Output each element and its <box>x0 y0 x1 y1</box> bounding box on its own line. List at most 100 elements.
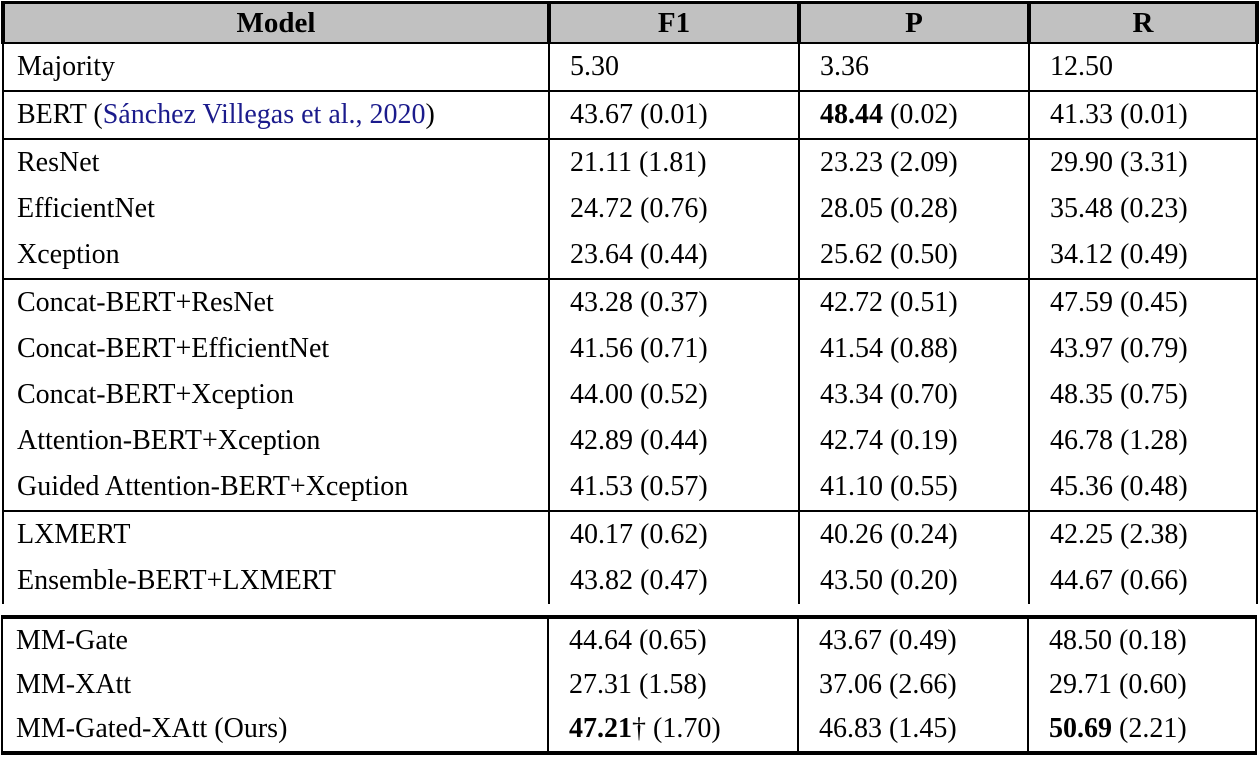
cell-text: 41.33 (0.01) <box>1050 99 1188 130</box>
value-cell: 43.67 (0.49) <box>797 617 1029 663</box>
table-body-ours: MM-Gate 44.64 (0.65) 43.67 (0.49) 48.50 (0.… <box>1 617 1257 753</box>
value-cell: 40.26 (0.24) <box>798 510 1030 558</box>
value-cell: 41.56 (0.71) <box>548 326 800 372</box>
cell-text: ResNet <box>17 147 100 178</box>
table-body-main: Majority 5.30 3.36 12.50 BERT (Sánchez Ville… <box>2 42 1258 604</box>
model-cell: Xception <box>2 232 550 279</box>
value-cell: 37.06 (2.66) <box>797 663 1029 707</box>
table-header: Model F1 P R <box>1 1 1259 44</box>
value-cell: 47.21† (1.70) <box>547 707 799 753</box>
cell-text: 43.34 (0.70) <box>820 379 958 410</box>
value-cell: 5.30 <box>548 42 800 91</box>
table-row: Concat-BERT+EfficientNet 41.56 (0.71) 41.5… <box>2 326 1258 372</box>
cell-text: 44.64 (0.65) <box>569 625 707 656</box>
header-row: Model F1 P R <box>1 1 1259 44</box>
model-cell: MM-XAtt <box>1 663 549 707</box>
cell-text: Xception <box>17 239 120 270</box>
model-cell: MM-Gated-XAtt (Ours) <box>1 707 549 753</box>
value-cell: 35.48 (0.23) <box>1028 186 1258 232</box>
cell-text: 35.48 (0.23) <box>1050 193 1188 224</box>
cell-text: 43.50 (0.20) <box>820 565 958 596</box>
cell-text: BERT ( <box>17 99 103 130</box>
value-cell: 43.97 (0.79) <box>1028 326 1258 372</box>
cell-text: Attention-BERT+Xception <box>17 425 321 456</box>
value-cell: 48.35 (0.75) <box>1028 372 1258 418</box>
cell-text: 48.44 <box>820 99 883 130</box>
cell-text: 42.72 (0.51) <box>820 287 958 318</box>
cell-text: 37.06 (2.66) <box>819 669 957 700</box>
table-row: Concat-BERT+ResNet 43.28 (0.37) 42.72 (0.5… <box>2 278 1258 326</box>
table-row: Guided Attention-BERT+Xception 41.53 (0.5… <box>2 464 1258 511</box>
col-header-model: Model <box>1 1 551 44</box>
cell-text: Majority <box>17 51 115 82</box>
value-cell: 44.67 (0.66) <box>1028 558 1258 604</box>
table-row: EfficientNet 24.72 (0.76) 28.05 (0.28) 35.4… <box>2 186 1258 232</box>
value-cell: 41.33 (0.01) <box>1028 90 1258 139</box>
value-cell: 25.62 (0.50) <box>798 232 1030 279</box>
value-cell: 41.54 (0.88) <box>798 326 1030 372</box>
cell-text: LXMERT <box>17 519 131 550</box>
table-row: Concat-BERT+Xception 44.00 (0.52) 43.34 (0… <box>2 372 1258 418</box>
value-cell: 34.12 (0.49) <box>1028 232 1258 279</box>
citation-link[interactable]: Sánchez Villegas et al., 2020 <box>102 99 426 130</box>
value-cell: 41.10 (0.55) <box>798 464 1030 511</box>
cell-text: 12.50 <box>1050 51 1113 82</box>
cell-text: 40.26 (0.24) <box>820 519 958 550</box>
model-cell: Concat-BERT+ResNet <box>2 278 550 326</box>
cell-text: † (1.70) <box>632 713 721 744</box>
cell-text: 44.67 (0.66) <box>1050 565 1188 596</box>
cell-text: 34.12 (0.49) <box>1050 239 1188 270</box>
value-cell: 28.05 (0.28) <box>798 186 1030 232</box>
cell-text: Concat-BERT+Xception <box>17 379 294 410</box>
cell-text: 48.50 (0.18) <box>1049 625 1187 656</box>
cell-text: 43.28 (0.37) <box>570 287 708 318</box>
col-header-r: R <box>1027 1 1259 44</box>
value-cell: 21.11 (1.81) <box>548 138 800 186</box>
cell-text: Guided Attention-BERT+Xception <box>17 471 409 502</box>
model-cell: Majority <box>2 42 550 91</box>
value-cell: 42.25 (2.38) <box>1028 510 1258 558</box>
value-cell: 12.50 <box>1028 42 1258 91</box>
model-cell: Concat-BERT+Xception <box>2 372 550 418</box>
cell-text: 5.30 <box>570 51 619 82</box>
cell-text: 23.23 (2.09) <box>820 147 958 178</box>
table-row: Ensemble-BERT+LXMERT 43.82 (0.47) 43.50 (0… <box>2 558 1258 604</box>
cell-text: ) <box>425 99 435 130</box>
value-cell: 42.74 (0.19) <box>798 418 1030 464</box>
value-cell: 42.89 (0.44) <box>548 418 800 464</box>
table-row: MM-Gated-XAtt (Ours) 47.21† (1.70) 46.83 (… <box>1 707 1257 753</box>
cell-text: 41.56 (0.71) <box>570 333 708 364</box>
cell-text: (0.02) <box>883 99 958 130</box>
model-cell: ResNet <box>2 138 550 186</box>
cell-text: 23.64 (0.44) <box>570 239 708 270</box>
value-cell: 23.23 (2.09) <box>798 138 1030 186</box>
cell-text: 42.74 (0.19) <box>820 425 958 456</box>
cell-text: 40.17 (0.62) <box>570 519 708 550</box>
table-row: MM-Gate 44.64 (0.65) 43.67 (0.49) 48.50 (0.… <box>1 617 1257 663</box>
model-cell: Attention-BERT+Xception <box>2 418 550 464</box>
value-cell: 41.53 (0.57) <box>548 464 800 511</box>
cell-text: 29.71 (0.60) <box>1049 669 1187 700</box>
table-row: LXMERT 40.17 (0.62) 40.26 (0.24) 42.25 (2.3… <box>2 510 1258 558</box>
cell-text: EfficientNet <box>17 193 155 224</box>
cell-text: 21.11 (1.81) <box>570 147 707 178</box>
value-cell: 45.36 (0.48) <box>1028 464 1258 511</box>
value-cell: 48.44 (0.02) <box>798 90 1030 139</box>
cell-text: 46.83 (1.45) <box>819 713 957 744</box>
value-cell: 23.64 (0.44) <box>548 232 800 279</box>
value-cell: 50.69 (2.21) <box>1027 707 1257 753</box>
value-cell: 43.82 (0.47) <box>548 558 800 604</box>
cell-text: 42.89 (0.44) <box>570 425 708 456</box>
value-cell: 47.59 (0.45) <box>1028 278 1258 326</box>
cell-text: 25.62 (0.50) <box>820 239 958 270</box>
value-cell: 40.17 (0.62) <box>548 510 800 558</box>
value-cell: 3.36 <box>798 42 1030 91</box>
model-cell: Concat-BERT+EfficientNet <box>2 326 550 372</box>
cell-text: 28.05 (0.28) <box>820 193 958 224</box>
cell-text: MM-XAtt <box>16 669 132 700</box>
value-cell: 43.28 (0.37) <box>548 278 800 326</box>
cell-text: Ensemble-BERT+LXMERT <box>17 565 336 596</box>
cell-text: 27.31 (1.58) <box>569 669 707 700</box>
value-cell: 46.78 (1.28) <box>1028 418 1258 464</box>
